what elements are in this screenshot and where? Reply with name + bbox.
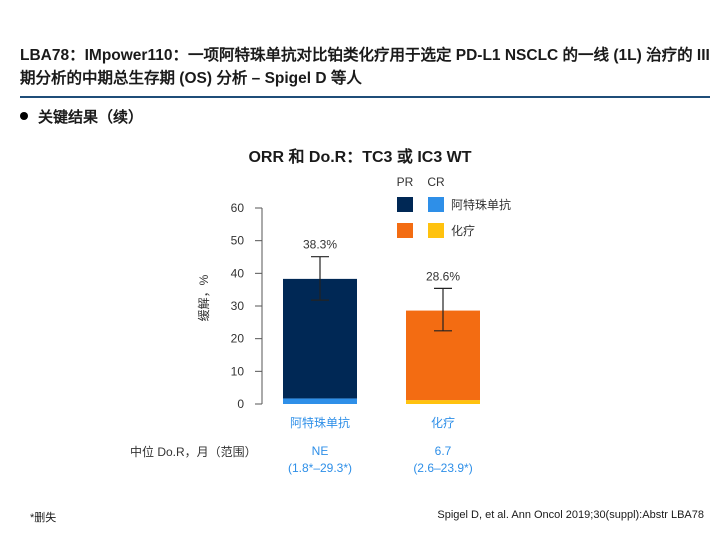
bar-total-label: 28.6%: [426, 269, 460, 283]
y-axis-title: 缓解，%: [197, 274, 211, 321]
y-tick-label: 0: [237, 397, 244, 411]
median-dor-range: (2.6–23.9*): [413, 461, 472, 475]
y-tick-label: 10: [231, 364, 245, 378]
legend-label: 阿特珠单抗: [451, 197, 511, 212]
legend-swatch-cr: [428, 197, 444, 212]
bullet-point-icon: [20, 112, 28, 120]
median-dor-value: NE: [312, 444, 329, 458]
y-tick-label: 60: [231, 201, 245, 215]
slide-title: LBA78：IMpower110：一项阿特珠单抗对比铂类化疗用于选定 PD-L1…: [20, 47, 710, 87]
legend-swatch-cr: [428, 223, 444, 238]
citation: Spigel D, et al. Ann Oncol 2019;30(suppl…: [437, 509, 704, 521]
chart-title: ORR 和 Do.R：TC3 或 IC3 WT: [248, 149, 472, 166]
y-tick-label: 50: [231, 234, 245, 248]
legend-header-cr: CR: [427, 175, 445, 189]
median-dor-label: 中位 Do.R，月（范围）: [130, 444, 257, 459]
legend-label: 化疗: [451, 224, 475, 238]
title-divider: [20, 96, 710, 98]
y-tick-label: 30: [231, 299, 245, 313]
legend-header-pr: PR: [397, 175, 414, 189]
y-tick-label: 40: [231, 266, 245, 280]
legend-swatch-pr: [397, 223, 413, 238]
y-tick-label: 20: [231, 332, 245, 346]
footnote-censored: *删失: [30, 512, 57, 524]
median-dor-value: 6.7: [435, 444, 452, 458]
bar-total-label: 38.3%: [303, 238, 337, 252]
legend-swatch-pr: [397, 197, 413, 212]
bar-cr-segment: [406, 400, 480, 404]
bullet-heading: 关键结果（续）: [38, 109, 144, 126]
bar-cr-segment: [283, 398, 357, 404]
category-label: 阿特珠单抗: [290, 415, 350, 430]
category-label: 化疗: [431, 416, 455, 430]
median-dor-range: (1.8*–29.3*): [288, 461, 352, 475]
